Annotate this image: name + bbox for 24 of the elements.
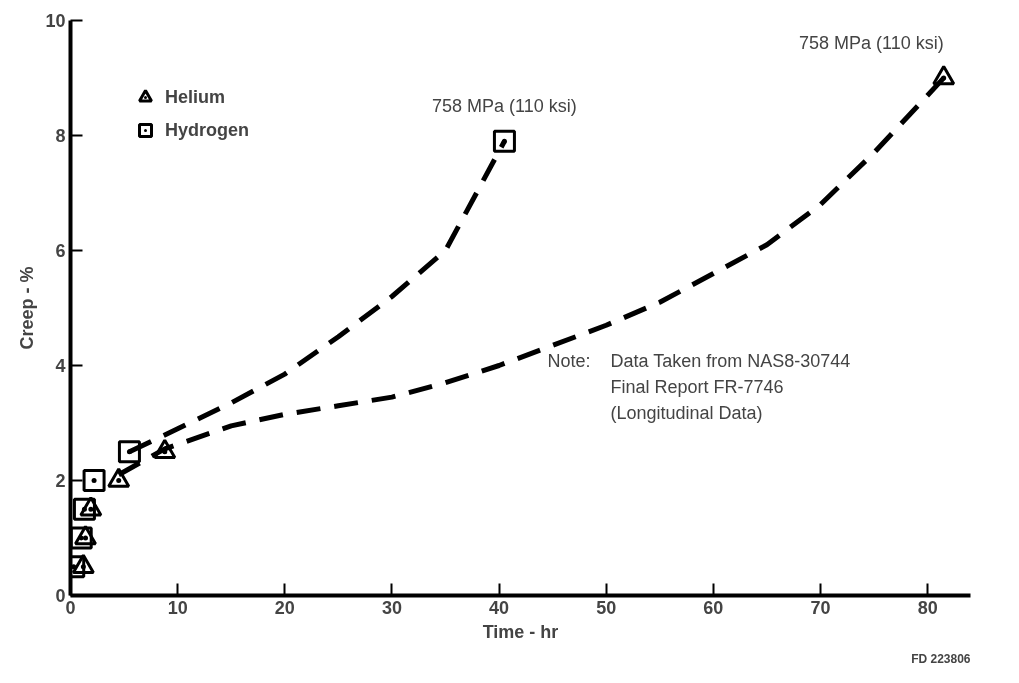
annotation: Final Report FR-7746 [610,376,784,397]
y-tick-label: 6 [55,241,66,261]
y-tick-label: 8 [55,126,66,146]
y-axis-title: Creep - % [17,266,38,350]
annotation: 758 MPa (110 ksi) [798,33,944,53]
x-tick-label: 50 [596,597,617,618]
annotation: Note: [547,350,591,371]
x-tick-label: 40 [489,597,510,618]
x-tick-label: 20 [274,597,295,618]
legend-label: Helium [165,86,226,108]
x-tick-label: 10 [167,597,188,618]
annotation: (Longitudinal Data) [610,402,763,423]
x-tick-label: 60 [703,597,724,618]
annotation: 758 MPa (110 ksi) [432,96,577,117]
x-tick-label: 70 [810,597,831,618]
y-tick-label: 4 [55,356,66,376]
x-tick-label: 80 [917,597,938,618]
text: FD 223806 [911,651,971,666]
annotation: Data Taken from NAS8-30744 [610,350,851,371]
x-tick-label: 30 [381,597,402,618]
y-tick-label: 10 [45,11,66,31]
legend-label: Hydrogen [165,119,250,141]
y-tick-label: 2 [55,471,66,491]
x-axis-title: Time - hr [482,621,559,642]
